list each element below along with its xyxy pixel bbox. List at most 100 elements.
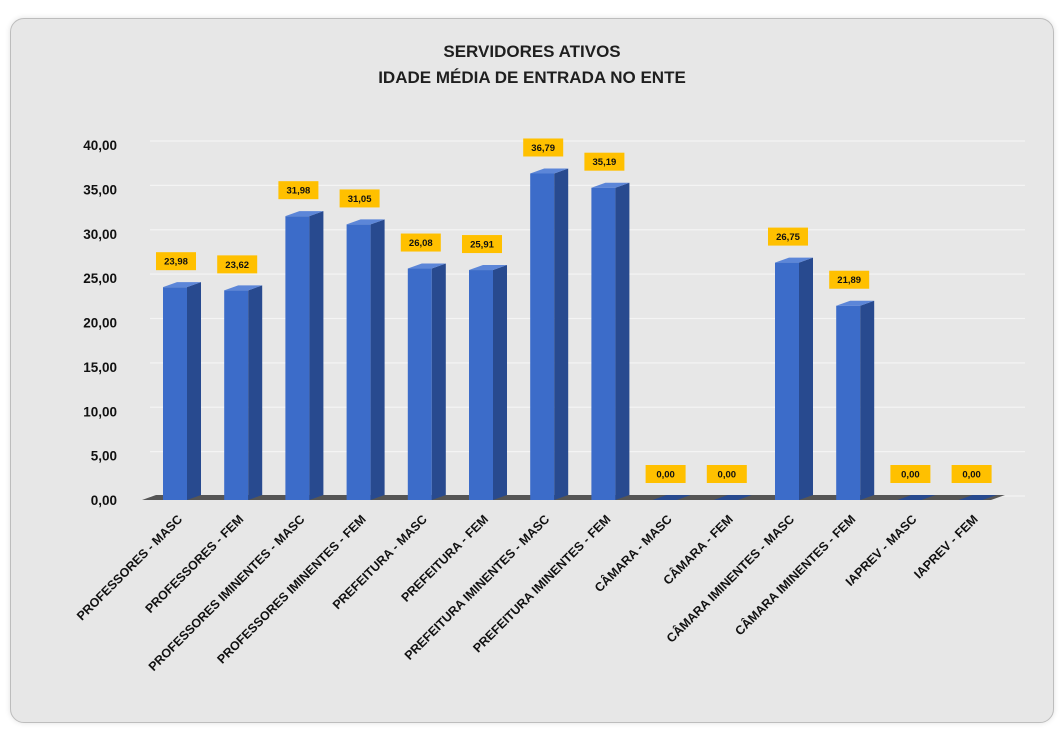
chart-floor xyxy=(142,495,1005,500)
bar-top xyxy=(530,168,569,174)
bar-top xyxy=(469,265,507,271)
data-label-text: 35,19 xyxy=(593,157,617,168)
bar-side xyxy=(799,257,813,500)
data-label: 23,62 xyxy=(217,255,258,274)
x-category-label: CÂMARA IMINENTES - MASC xyxy=(663,512,797,646)
bar-front xyxy=(224,290,249,500)
data-label-text: 21,89 xyxy=(837,275,861,286)
data-label-text: 31,98 xyxy=(287,186,311,197)
bar-top xyxy=(407,263,446,269)
data-label: 31,98 xyxy=(278,181,319,200)
bar-front xyxy=(530,173,555,500)
bar xyxy=(163,282,201,500)
bar-top xyxy=(652,495,691,500)
bar-top xyxy=(591,182,630,188)
data-label-box xyxy=(462,235,502,254)
data-label: 0,00 xyxy=(951,465,992,483)
floor-layer xyxy=(142,495,1005,500)
bar-front xyxy=(163,287,187,500)
bar-top xyxy=(285,211,324,217)
data-label-box xyxy=(523,138,564,157)
data-label: 0,00 xyxy=(645,465,686,483)
data-label-text: 31,05 xyxy=(348,194,372,205)
y-tick-label: 15,00 xyxy=(83,360,117,375)
bar-side xyxy=(309,211,324,501)
bar-layer xyxy=(163,168,997,501)
chart-subtitle: IDADE MÉDIA DE ENTRADA NO ENTE xyxy=(378,68,686,87)
y-tick-label: 40,00 xyxy=(83,138,117,153)
x-category-label: CÂMARA IMINENTES - FEM xyxy=(732,512,859,639)
data-label-text: 0,00 xyxy=(962,470,981,481)
y-tick-label: 30,00 xyxy=(83,227,117,242)
data-label-text: 26,08 xyxy=(409,238,433,249)
data-label-box xyxy=(278,181,319,200)
bar-front xyxy=(346,224,371,500)
bar xyxy=(836,300,875,500)
data-label: 0,00 xyxy=(706,465,747,483)
data-label-text: 23,98 xyxy=(164,257,188,268)
x-category-label: PROFESSORES - FEM xyxy=(143,512,247,616)
bar xyxy=(346,219,385,500)
bar xyxy=(530,168,569,500)
data-label-box xyxy=(768,227,808,246)
bar-front xyxy=(775,262,799,500)
bar-side xyxy=(493,265,507,500)
bar-top xyxy=(224,285,263,291)
bar-top xyxy=(775,257,813,263)
bar xyxy=(897,495,936,500)
chart-title: SERVIDORES ATIVOS xyxy=(443,42,621,61)
bar-side xyxy=(370,219,385,500)
data-label-text: 23,62 xyxy=(225,260,249,271)
data-label-box xyxy=(645,465,686,483)
bar-front xyxy=(407,268,432,500)
y-tick-label: 25,00 xyxy=(83,271,117,286)
bar-top xyxy=(958,495,997,500)
x-category-label: PROFESSORES - MASC xyxy=(74,512,185,623)
bar-top xyxy=(836,300,875,306)
data-label-text: 26,75 xyxy=(776,232,800,243)
bar-front xyxy=(285,216,310,501)
data-label: 26,08 xyxy=(400,233,441,252)
data-label-box xyxy=(951,465,992,483)
data-label-box xyxy=(217,255,258,274)
data-label: 23,98 xyxy=(156,252,196,271)
y-tick-label: 10,00 xyxy=(83,404,117,419)
bar-front xyxy=(836,305,861,500)
data-label-box xyxy=(400,233,441,252)
data-label-box xyxy=(829,270,870,289)
bar-side xyxy=(860,300,875,500)
data-label: 26,75 xyxy=(768,227,808,246)
bar-side xyxy=(248,285,263,500)
data-label: 0,00 xyxy=(890,465,931,483)
data-label-box xyxy=(156,252,196,271)
data-label: 25,91 xyxy=(462,235,502,254)
bar-front xyxy=(591,187,616,500)
bar xyxy=(652,495,691,500)
data-label: 31,05 xyxy=(339,189,380,208)
data-label-text: 25,91 xyxy=(470,240,494,251)
y-tick-label: 0,00 xyxy=(91,493,117,508)
data-label: 35,19 xyxy=(584,152,625,171)
bar-top xyxy=(897,495,936,500)
data-label: 21,89 xyxy=(829,270,870,289)
bar xyxy=(775,257,813,500)
bar xyxy=(713,495,752,500)
bar xyxy=(591,182,630,500)
y-tick-label: 20,00 xyxy=(83,316,117,331)
bar-top xyxy=(163,282,201,288)
bar xyxy=(958,495,997,500)
bar xyxy=(407,263,446,500)
x-category-label: IAPREV - FEM xyxy=(911,512,980,581)
bar xyxy=(285,211,324,501)
y-tick-label: 5,00 xyxy=(91,449,117,464)
data-label-text: 0,00 xyxy=(901,470,920,481)
bar-top xyxy=(346,219,385,225)
bar xyxy=(224,285,263,500)
data-label-text: 0,00 xyxy=(656,470,675,481)
label-layer: 23,98 23,62 31,98 31,05 26,08 25,91 36,79 35,19… xyxy=(156,138,992,483)
data-label-box xyxy=(890,465,931,483)
bar-top xyxy=(713,495,752,500)
data-label-text: 0,00 xyxy=(718,470,737,481)
data-label-text: 36,79 xyxy=(531,143,555,154)
